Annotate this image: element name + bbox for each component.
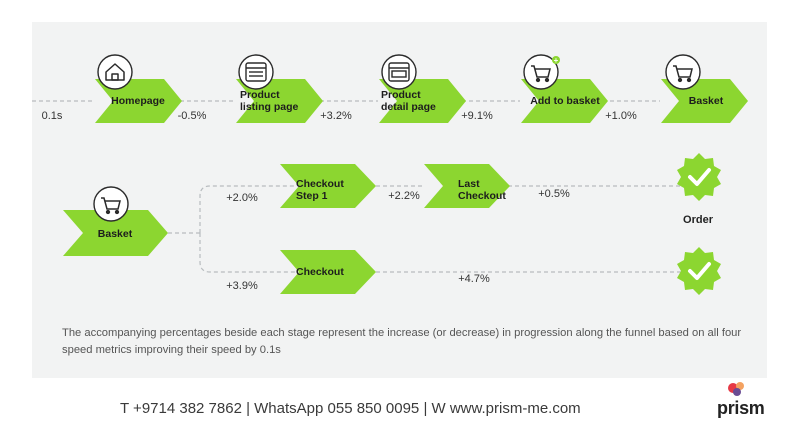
home-icon — [105, 63, 125, 81]
connector-line — [199, 185, 296, 233]
stage-label-product-detail: Product detail page — [381, 89, 436, 113]
chevron-add-to-basket — [521, 79, 608, 123]
icon-circle — [665, 54, 701, 90]
plus-icon: + — [554, 56, 559, 65]
stage-label-checkout-step1: Checkout Step 1 — [296, 178, 344, 202]
chevron-product-detail — [379, 79, 466, 123]
chevron-last-checkout — [424, 164, 510, 208]
stage-label-last-checkout: Last Checkout — [458, 178, 506, 202]
chevron-homepage — [95, 79, 182, 123]
pct-value: +0.5% — [538, 188, 570, 200]
cart-icon — [673, 65, 693, 83]
pct-value: +9.1% — [461, 110, 493, 122]
stage-label-product-listing: Product listing page — [240, 89, 299, 113]
stage-label-basket: Basket — [688, 95, 724, 107]
browser-window-icon — [388, 62, 410, 82]
pct-value: +3.9% — [226, 280, 258, 292]
stage-label-add-to-basket: Add to basket — [530, 95, 600, 107]
prism-logo-icon — [728, 382, 744, 396]
icon-circle — [381, 54, 417, 90]
chevron-checkout — [280, 250, 376, 294]
pct-value: -0.5% — [177, 110, 207, 122]
pct-value: +4.7% — [458, 273, 490, 285]
chevron-product-listing — [236, 79, 323, 123]
browser-window-icon — [245, 62, 267, 82]
contact-footer: T +9714 382 7862 | WhatsApp 055 850 0095… — [120, 400, 581, 417]
icon-circle — [97, 54, 133, 90]
pct-value: +2.2% — [388, 190, 420, 202]
caption-text: The accompanying percentages beside each… — [62, 327, 742, 356]
icon-circle — [523, 54, 559, 90]
stage-label-homepage: Homepage — [111, 95, 165, 107]
order-label: Order — [683, 214, 713, 226]
cart-icon — [101, 197, 121, 215]
icon-circle — [93, 186, 129, 222]
cart-add-icon — [531, 65, 551, 83]
pct-start: 0.1s — [41, 110, 63, 122]
stage-label-basket-row2: Basket — [97, 228, 133, 240]
stage-label-checkout: Checkout — [296, 266, 344, 278]
check-badge-icon — [677, 153, 721, 201]
connector-line — [199, 233, 296, 273]
pct-value: +3.2% — [320, 110, 352, 122]
chevron-basket — [661, 79, 748, 123]
chevron-checkout-step1 — [280, 164, 376, 208]
prism-logo-text: prism — [717, 398, 765, 418]
add-badge-icon — [552, 56, 560, 64]
pct-value: +2.0% — [226, 192, 258, 204]
pct-value: +1.0% — [605, 110, 637, 122]
check-badge-icon — [677, 247, 721, 295]
chevron-basket-row2 — [63, 210, 168, 256]
